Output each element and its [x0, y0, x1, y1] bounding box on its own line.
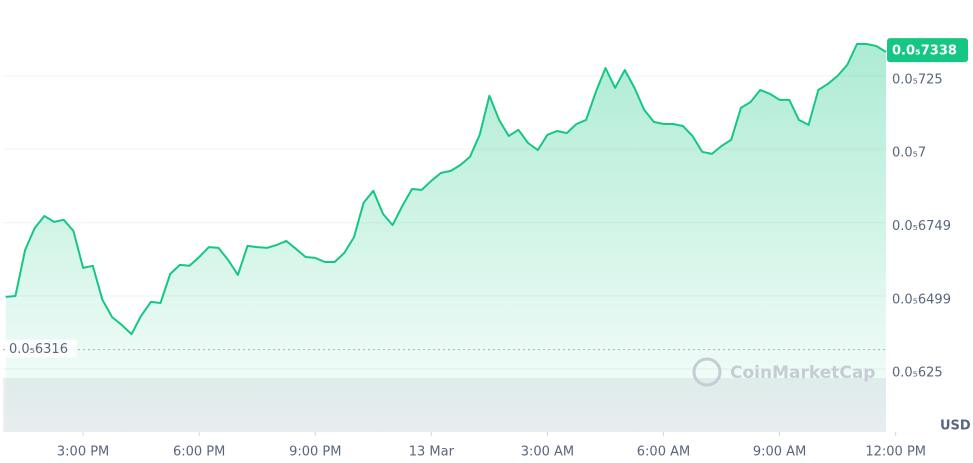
low-price-label: 0.0₅6316 — [9, 342, 68, 357]
x-tick-label: 6:00 PM — [173, 445, 225, 460]
x-tick-label: 9:00 PM — [289, 445, 341, 460]
y-tick-label: 0.0₅7 — [892, 146, 926, 161]
x-tick-label: 12:00 PM — [865, 445, 926, 460]
x-tick-label: 3:00 AM — [521, 445, 574, 460]
y-tick-label: 0.0₅625 — [892, 365, 943, 380]
watermark-text: CoinMarketCap — [730, 363, 875, 383]
price-area — [5, 44, 886, 432]
low-price-bg — [5, 339, 77, 358]
y-tick-label: 0.0₅725 — [892, 72, 943, 87]
y-tick-label: 0.0₅6499 — [892, 293, 951, 308]
currency-label: USD — [940, 419, 971, 434]
current-price-label: 0.0₅7338 — [892, 44, 957, 59]
x-tick-label: 13 Mar — [409, 445, 455, 460]
current-price-badge — [887, 38, 968, 63]
price-line — [5, 43, 887, 336]
x-tick-label: 6:00 AM — [637, 445, 690, 460]
x-tick-label: 9:00 AM — [753, 445, 806, 460]
x-tick-label: 3:00 PM — [57, 445, 109, 460]
y-tick-label: 0.0₅6749 — [892, 219, 951, 234]
watermark: CoinMarketCap — [692, 357, 875, 387]
